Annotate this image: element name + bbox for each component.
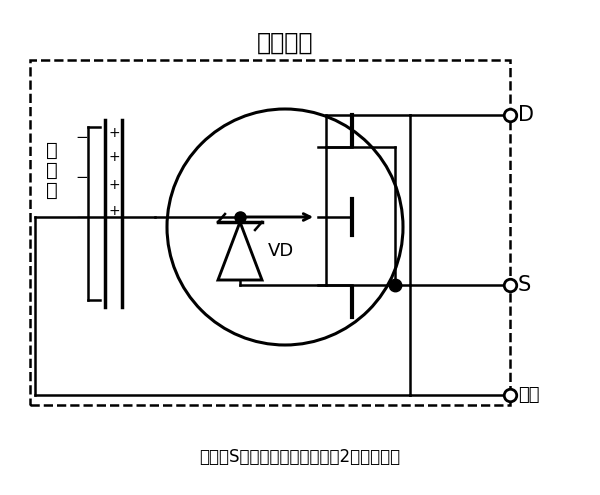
Text: （注：S脚与接地脚相连，即成2引脚话筒）: （注：S脚与接地脚相连，即成2引脚话筒）	[199, 448, 401, 466]
Text: D: D	[518, 105, 534, 125]
Text: 接地: 接地	[518, 386, 539, 404]
Text: +: +	[108, 150, 120, 164]
Text: −: −	[76, 209, 88, 225]
Text: +: +	[108, 178, 120, 192]
Text: VD: VD	[268, 242, 294, 260]
Text: 极: 极	[46, 160, 58, 180]
Text: S: S	[518, 275, 531, 295]
Text: −: −	[76, 130, 88, 145]
Text: 场效应管: 场效应管	[257, 31, 313, 55]
Text: +: +	[108, 204, 120, 218]
Text: 体: 体	[46, 181, 58, 199]
Text: −: −	[76, 169, 88, 185]
Text: +: +	[108, 126, 120, 140]
Text: 驻: 驻	[46, 141, 58, 159]
